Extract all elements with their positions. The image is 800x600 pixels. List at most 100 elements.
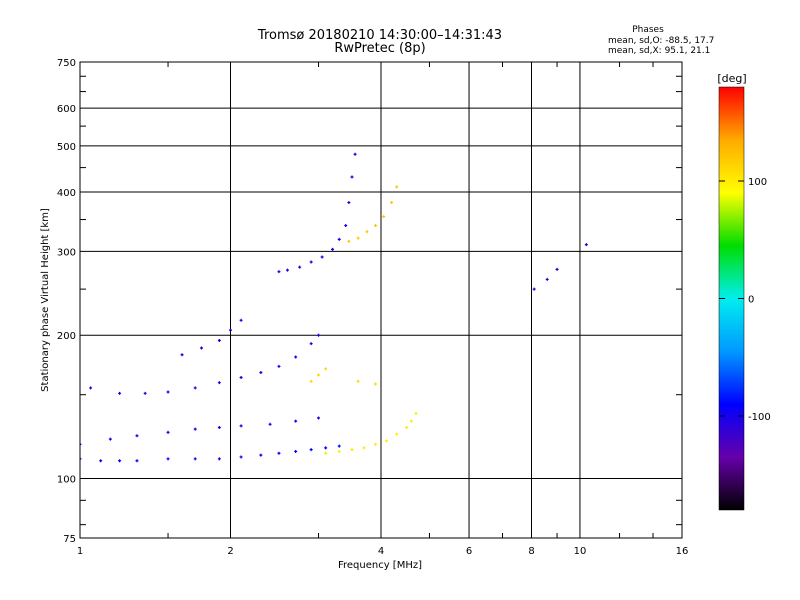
x-tick-label: 6 xyxy=(466,546,472,557)
data-point xyxy=(353,152,357,156)
data-point xyxy=(320,255,324,259)
data-point xyxy=(259,453,263,457)
data-point xyxy=(405,425,409,429)
data-point xyxy=(395,432,399,436)
data-point xyxy=(80,442,82,446)
data-point xyxy=(324,451,328,455)
data-point xyxy=(80,457,82,461)
data-point xyxy=(118,391,122,395)
colorbar-tick-label: 100 xyxy=(748,177,767,188)
data-point xyxy=(324,367,328,371)
phase-box-title: Phases xyxy=(632,25,664,35)
y-axis-label: Stationary phase Virtual Height [km] xyxy=(40,208,51,392)
data-point xyxy=(193,427,197,431)
data-point xyxy=(317,373,321,377)
y-tick-label: 500 xyxy=(57,142,76,153)
data-point xyxy=(118,459,122,463)
data-point xyxy=(294,355,298,359)
data-point xyxy=(337,449,341,453)
x-tick-label: 1 xyxy=(77,546,83,557)
phase-box-o-line: mean, sd,O: -88.5, 17.7 xyxy=(608,36,714,46)
data-point xyxy=(239,318,243,322)
data-point xyxy=(356,379,360,383)
data-point xyxy=(414,411,418,415)
chart-subtitle: RwPretec (8p) xyxy=(334,41,425,56)
colorbar-tick-label: 0 xyxy=(748,295,754,306)
data-point xyxy=(317,333,321,337)
data-point xyxy=(350,175,354,179)
y-tick-label: 600 xyxy=(57,104,76,115)
x-tick-label: 8 xyxy=(528,546,534,557)
data-point xyxy=(166,390,170,394)
data-point xyxy=(532,287,536,291)
y-tick-label: 300 xyxy=(57,247,76,258)
data-point xyxy=(285,268,289,272)
data-point xyxy=(365,230,369,234)
data-point xyxy=(200,346,204,350)
data-point xyxy=(294,449,298,453)
data-point xyxy=(309,260,313,264)
x-tick-label: 4 xyxy=(378,546,384,557)
data-point xyxy=(324,446,328,450)
y-tick-label: 200 xyxy=(57,331,76,342)
data-point xyxy=(135,459,139,463)
data-point xyxy=(277,270,281,274)
phase-box-x-line: mean, sd,X: 95.1, 21.1 xyxy=(608,46,710,56)
plot-area xyxy=(79,61,683,539)
data-point xyxy=(350,448,354,452)
chart-title: Tromsø 20180210 14:30:00–14:31:43 xyxy=(257,28,502,43)
data-point xyxy=(362,446,366,450)
colorbar: [deg] -100 0 100 xyxy=(717,72,771,511)
data-point xyxy=(382,215,386,219)
data-point xyxy=(347,201,351,205)
data-point xyxy=(229,328,232,332)
data-point xyxy=(331,247,335,251)
y-tick-label: 75 xyxy=(63,534,76,545)
data-points xyxy=(80,152,588,463)
y-axis: 75 100 200 300 400 500 600 750 xyxy=(57,58,682,545)
data-point xyxy=(135,434,139,438)
data-point xyxy=(99,459,103,463)
y-tick-label: 750 xyxy=(57,58,76,69)
data-point xyxy=(143,391,147,395)
data-point xyxy=(356,236,360,240)
data-point xyxy=(166,457,170,461)
data-point xyxy=(180,353,184,357)
data-point xyxy=(259,371,263,375)
x-tick-label: 10 xyxy=(574,546,587,557)
data-point xyxy=(344,224,348,228)
data-point xyxy=(277,451,281,455)
y-tick-label: 100 xyxy=(57,475,76,486)
data-point xyxy=(374,442,378,446)
data-point xyxy=(545,277,549,281)
data-point xyxy=(409,419,413,423)
data-point xyxy=(268,422,272,426)
data-point xyxy=(384,439,388,443)
data-point xyxy=(166,430,170,434)
data-point xyxy=(239,424,243,428)
data-point xyxy=(108,437,112,441)
data-point xyxy=(309,448,313,452)
data-point xyxy=(309,342,313,346)
x-tick-label: 16 xyxy=(676,546,689,557)
data-point xyxy=(217,338,221,342)
x-axis: 1 2 4 6 8 10 16 xyxy=(77,62,689,557)
data-point xyxy=(239,455,243,459)
data-point xyxy=(337,444,341,448)
data-point xyxy=(374,224,378,228)
colorbar-label: [deg] xyxy=(717,72,746,85)
data-point xyxy=(390,201,394,205)
data-point xyxy=(239,376,243,380)
data-point xyxy=(89,386,93,390)
data-point xyxy=(317,416,321,420)
data-point xyxy=(294,419,298,423)
data-point xyxy=(584,243,588,247)
data-point xyxy=(374,382,378,386)
data-point xyxy=(277,364,281,368)
data-point xyxy=(217,457,221,461)
data-point xyxy=(193,457,197,461)
x-axis-label: Frequency [MHz] xyxy=(338,560,422,571)
grid-lines xyxy=(80,62,682,538)
data-point xyxy=(347,239,351,243)
